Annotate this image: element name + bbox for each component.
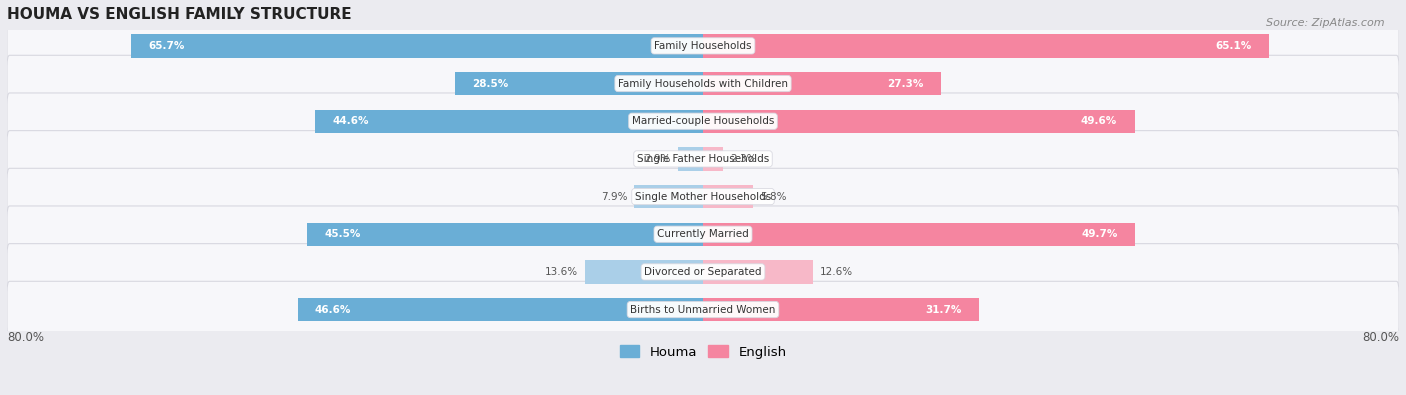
Text: 45.5%: 45.5% <box>325 229 361 239</box>
Text: 65.1%: 65.1% <box>1216 41 1251 51</box>
Text: 65.7%: 65.7% <box>149 41 186 51</box>
Bar <box>703 222 1136 246</box>
Bar <box>703 72 941 95</box>
Bar <box>131 34 703 58</box>
Text: 44.6%: 44.6% <box>332 116 368 126</box>
FancyBboxPatch shape <box>7 281 1399 338</box>
Text: 46.6%: 46.6% <box>315 305 352 314</box>
Text: 27.3%: 27.3% <box>887 79 924 88</box>
FancyBboxPatch shape <box>7 93 1399 149</box>
FancyBboxPatch shape <box>7 244 1399 300</box>
Text: 12.6%: 12.6% <box>820 267 852 277</box>
Text: 5.8%: 5.8% <box>761 192 787 201</box>
Text: 28.5%: 28.5% <box>472 79 509 88</box>
Text: 49.7%: 49.7% <box>1081 229 1118 239</box>
Text: 2.3%: 2.3% <box>730 154 756 164</box>
Text: Single Mother Households: Single Mother Households <box>636 192 770 201</box>
Text: 80.0%: 80.0% <box>1362 331 1399 344</box>
Text: HOUMA VS ENGLISH FAMILY STRUCTURE: HOUMA VS ENGLISH FAMILY STRUCTURE <box>7 7 351 22</box>
Text: 7.9%: 7.9% <box>600 192 627 201</box>
FancyBboxPatch shape <box>7 206 1399 263</box>
Text: 13.6%: 13.6% <box>544 267 578 277</box>
Bar <box>678 147 703 171</box>
Bar <box>703 260 813 284</box>
Text: Family Households: Family Households <box>654 41 752 51</box>
Bar <box>703 109 1135 133</box>
Text: 31.7%: 31.7% <box>925 305 962 314</box>
FancyBboxPatch shape <box>7 168 1399 225</box>
Bar <box>703 185 754 208</box>
Bar <box>703 147 723 171</box>
Text: Currently Married: Currently Married <box>657 229 749 239</box>
FancyBboxPatch shape <box>7 55 1399 112</box>
Bar <box>456 72 703 95</box>
Text: Married-couple Households: Married-couple Households <box>631 116 775 126</box>
Bar <box>585 260 703 284</box>
Text: Family Households with Children: Family Households with Children <box>619 79 787 88</box>
Text: 49.6%: 49.6% <box>1081 116 1118 126</box>
Text: 80.0%: 80.0% <box>7 331 44 344</box>
Text: 2.9%: 2.9% <box>644 154 671 164</box>
Text: Single Father Households: Single Father Households <box>637 154 769 164</box>
Bar <box>634 185 703 208</box>
Bar <box>315 109 703 133</box>
Text: Births to Unmarried Women: Births to Unmarried Women <box>630 305 776 314</box>
Bar <box>298 298 703 321</box>
Text: Source: ZipAtlas.com: Source: ZipAtlas.com <box>1267 18 1385 28</box>
Legend: Houma, English: Houma, English <box>614 340 792 364</box>
FancyBboxPatch shape <box>7 18 1399 74</box>
Bar <box>307 222 703 246</box>
Bar <box>703 34 1270 58</box>
Text: Divorced or Separated: Divorced or Separated <box>644 267 762 277</box>
FancyBboxPatch shape <box>7 131 1399 187</box>
Bar <box>703 298 979 321</box>
